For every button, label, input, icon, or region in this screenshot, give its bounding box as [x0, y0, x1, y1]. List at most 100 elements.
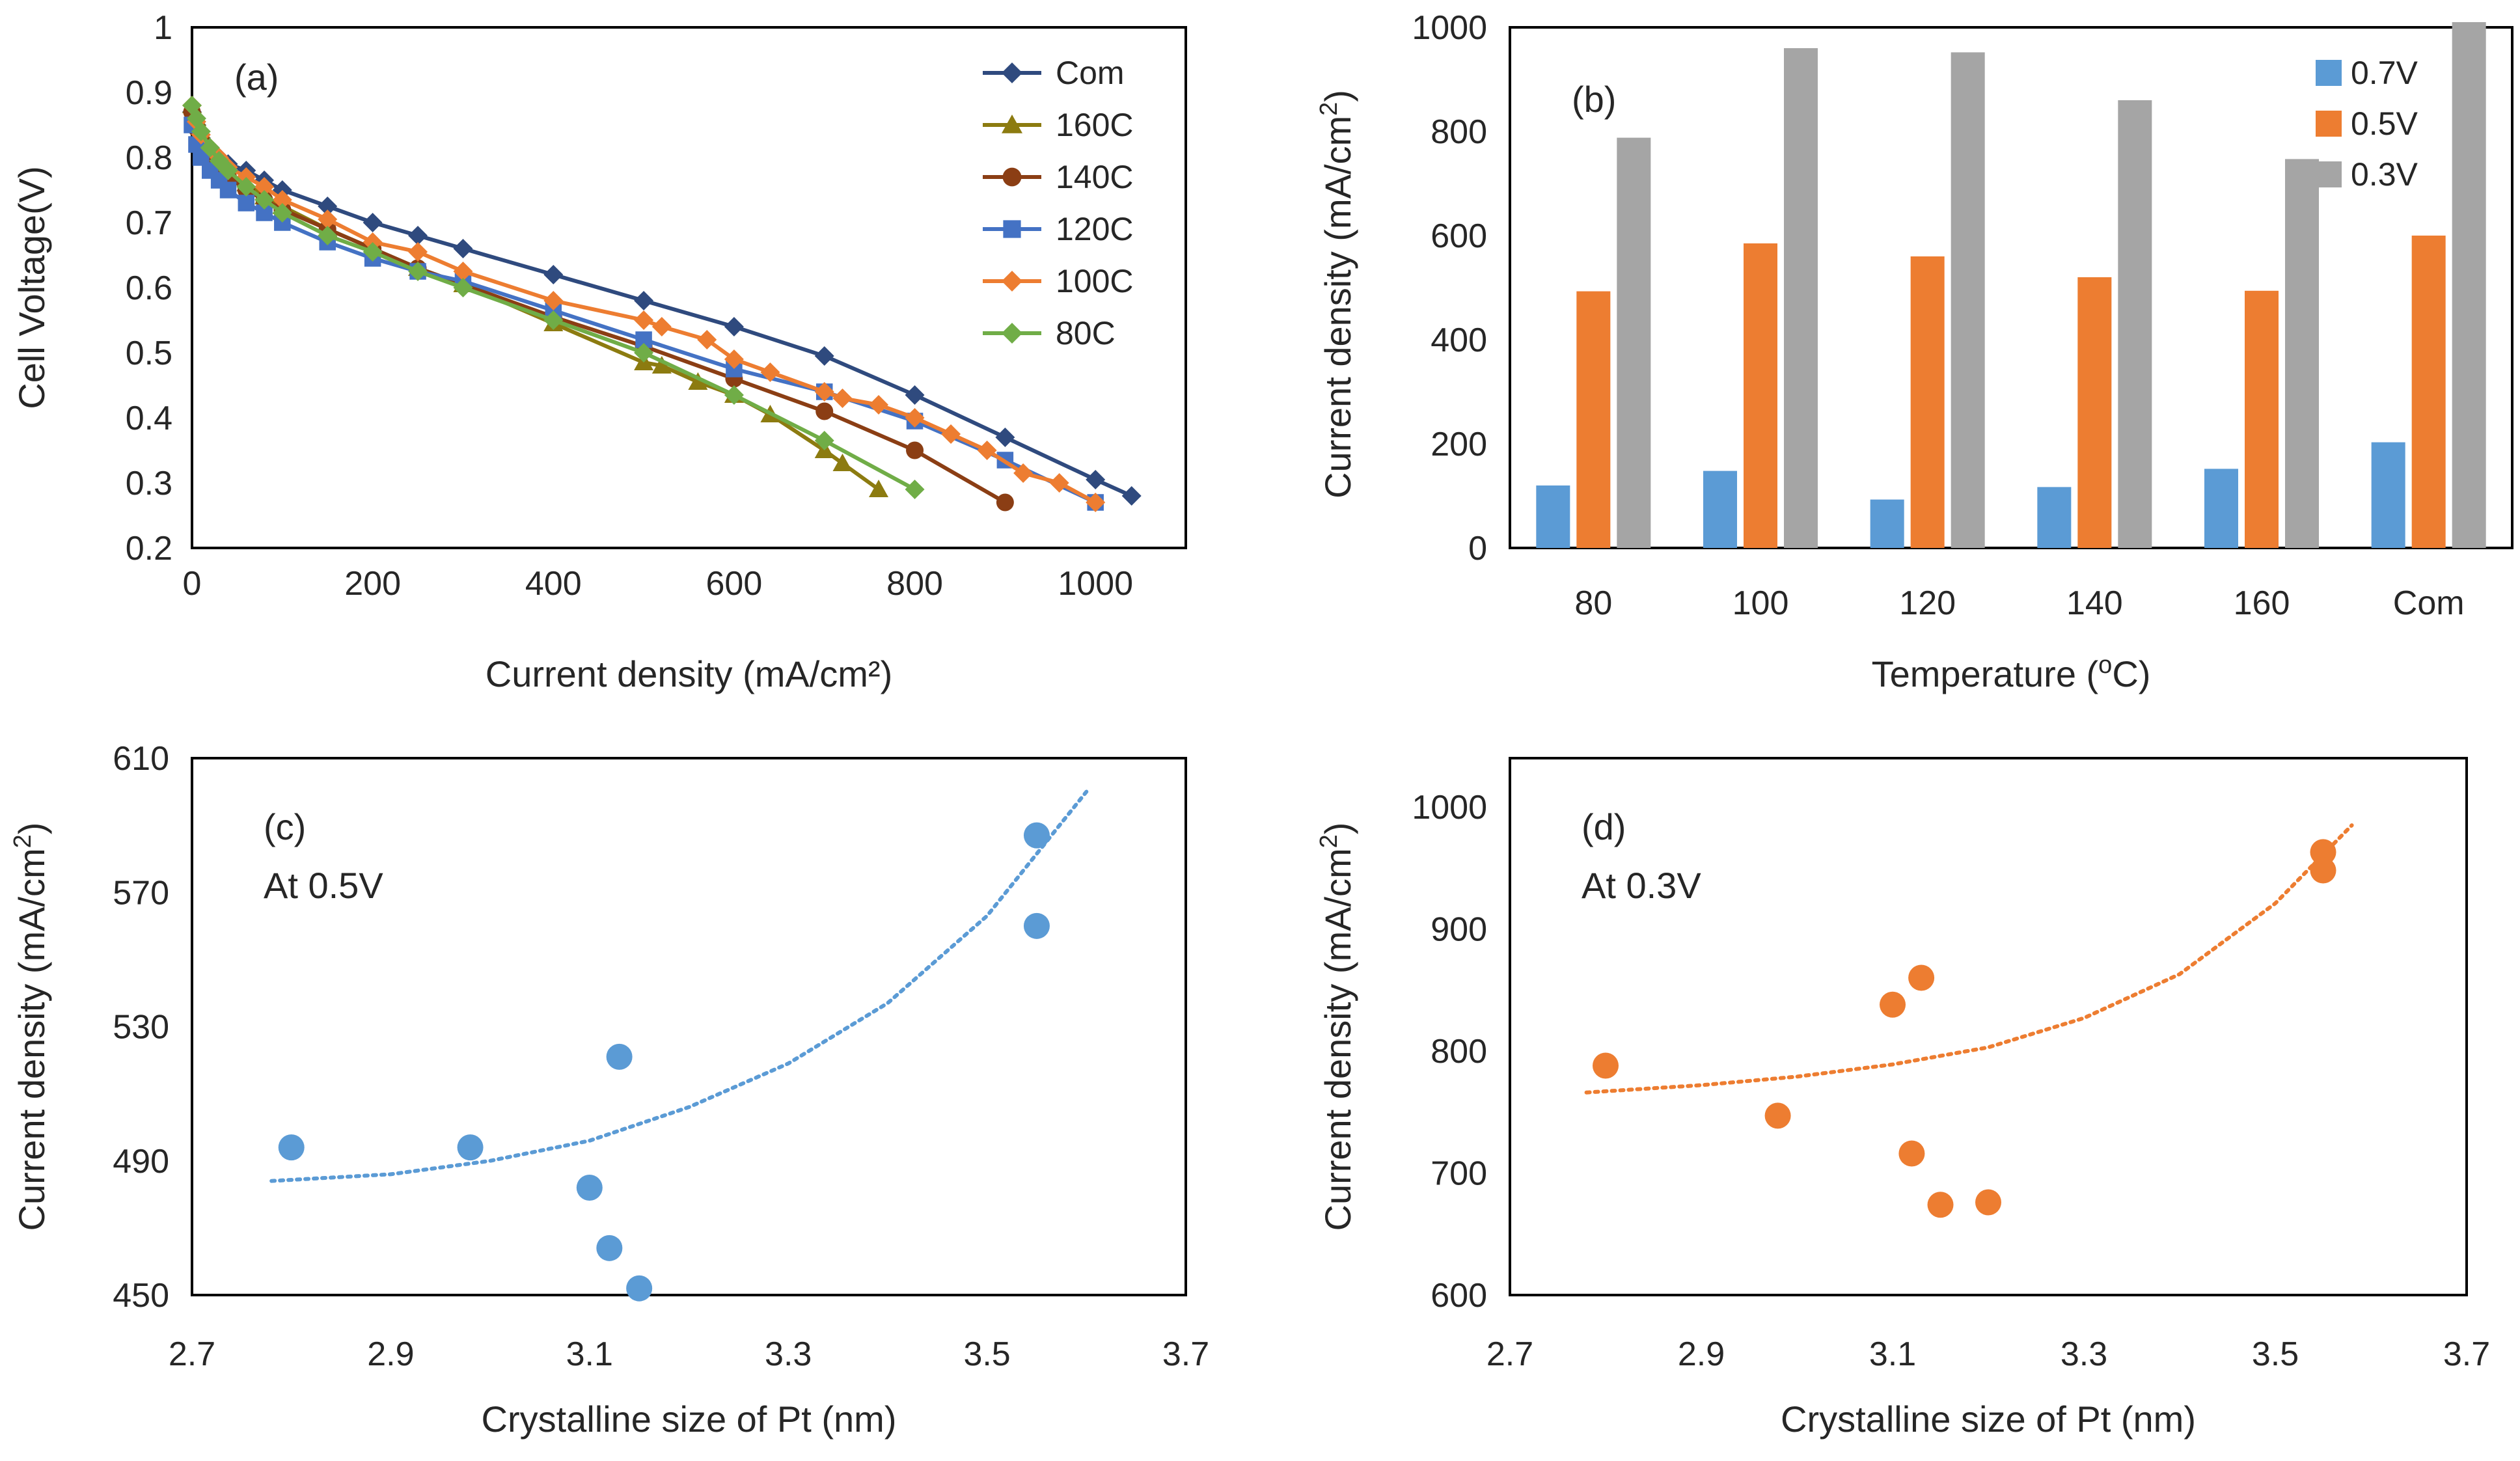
- legend-label: 0.3V: [2351, 156, 2418, 193]
- data-point-80C: [218, 161, 238, 180]
- data-point-Com: [363, 213, 383, 232]
- data-point: [1764, 1102, 1791, 1129]
- plot-frame: [191, 757, 1187, 1296]
- legend-marker-100C: [1002, 271, 1022, 292]
- y-tick-label: 610: [113, 740, 169, 778]
- data-point-100C: [1013, 463, 1034, 483]
- data-point-100C: [651, 317, 672, 336]
- y-tick-label: 570: [113, 874, 169, 912]
- y-tick-label: 490: [113, 1143, 169, 1181]
- y-tick-label: 1000: [1412, 789, 1487, 826]
- x-axis-title: Crystalline size of Pt (nm): [1781, 1399, 2196, 1440]
- x-tick-label: 0: [183, 565, 202, 603]
- data-point-100C: [869, 395, 889, 415]
- series-line-140C: [190, 111, 1006, 504]
- bar-0.7V-100: [1703, 471, 1737, 548]
- data-point-100C: [977, 441, 997, 460]
- data-point-100C: [760, 362, 780, 382]
- x-tick-label: 600: [706, 565, 763, 603]
- data-point-Com: [995, 428, 1015, 447]
- legend-marker-160C: [1002, 115, 1022, 133]
- data-point: [278, 1134, 305, 1161]
- data-point-100C: [272, 190, 292, 210]
- legend-marker-120C: [1003, 220, 1021, 238]
- legend-label: 0.7V: [2351, 55, 2418, 91]
- legend-swatch-0.7V: [2316, 60, 2342, 86]
- bar-0.7V-80: [1536, 485, 1570, 548]
- data-point-80C: [408, 262, 428, 281]
- bar-0.7V-Com: [2371, 442, 2405, 548]
- bar-0.7V-140: [2037, 487, 2072, 548]
- data-point: [606, 1043, 633, 1070]
- y-tick-label: 400: [1431, 321, 1487, 359]
- data-point-120C: [238, 195, 255, 212]
- y-tick-label: 0.8: [126, 139, 172, 177]
- panel-label: (d): [1582, 806, 1626, 847]
- legend-label: 100C: [1056, 263, 1134, 299]
- legend-label: 0.5V: [2351, 105, 2418, 142]
- bar-0.7V-120: [1870, 499, 1904, 548]
- data-point-120C: [219, 182, 237, 198]
- bar-0.5V-120: [1910, 256, 1945, 548]
- y-tick-label: 0.7: [126, 204, 172, 242]
- data-point-100C: [697, 330, 717, 349]
- trendline: [1584, 823, 2354, 1095]
- data-point-140C: [815, 402, 834, 420]
- legend-label: 140C: [1056, 159, 1134, 195]
- data-point-160C: [688, 372, 708, 390]
- y-tick-label: 0.5: [126, 335, 172, 372]
- panel-d-scatter-chart: 600 700 800 900 1000 2.7 2.9 3.1 3.3 3.5 3.7 Crysta…: [1315, 757, 2490, 1440]
- x-axis-title: Current density (mA/cm²): [486, 653, 892, 694]
- x-category-label: 160: [2234, 584, 2290, 622]
- x-tick-label: 2.9: [367, 1335, 414, 1373]
- data-point-100C: [1049, 473, 1069, 493]
- y-tick-label: 0.4: [126, 400, 172, 437]
- legend-label: Com: [1056, 55, 1125, 91]
- panel-a-line-chart: 0.2 0.3 0.4 0.5 0.6 0.7 0.8 0.9 1 0 200 400 600 800 10…: [11, 9, 1187, 694]
- x-tick-label: 2.7: [1486, 1335, 1533, 1373]
- data-point: [1593, 1052, 1619, 1079]
- data-point: [1023, 822, 1050, 849]
- data-point-100C: [832, 389, 853, 408]
- legend-label: 120C: [1056, 211, 1134, 247]
- data-point-Com: [814, 346, 834, 366]
- data-point-100C: [408, 242, 428, 262]
- bar-0.3V-160: [2285, 159, 2319, 548]
- data-point-100C: [724, 349, 744, 369]
- y-tick-label: 1000: [1412, 9, 1487, 47]
- data-point-80C: [272, 203, 292, 223]
- bar-0.3V-120: [1951, 52, 1985, 548]
- x-axis-title: Temperature (oC): [1872, 651, 2151, 694]
- data-point: [1023, 912, 1050, 939]
- y-axis-title: Current density (mA/cm2): [9, 823, 52, 1231]
- data-point-Com: [634, 291, 654, 310]
- x-tick-label: 3.1: [566, 1335, 613, 1373]
- data-point-100C: [814, 382, 834, 402]
- bar-0.3V-100: [1784, 48, 1818, 548]
- x-tick-label: 800: [886, 565, 943, 603]
- panel-label: (b): [1572, 79, 1616, 120]
- x-tick-label: 3.5: [963, 1335, 1010, 1373]
- y-tick-label: 0.9: [126, 74, 172, 112]
- data-point-Com: [543, 265, 564, 284]
- panel-b-bar-chart: 0 200 400 600 800 1000 80 100 120 140 160 Com Temper…: [1315, 9, 2513, 694]
- data-point-80C: [363, 242, 383, 262]
- data-point-80C: [254, 190, 275, 210]
- x-tick-label: 1000: [1058, 565, 1133, 603]
- data-point-100C: [254, 177, 275, 197]
- y-tick-label: 600: [1431, 1277, 1487, 1315]
- data-point-80C: [543, 310, 564, 330]
- data-point-Com: [408, 226, 428, 245]
- bar-0.3V-Com: [2452, 22, 2486, 548]
- bar-0.3V-140: [2118, 100, 2152, 548]
- y-tick-label: 530: [113, 1009, 169, 1046]
- data-point-80C: [318, 226, 338, 245]
- data-point-100C: [543, 291, 564, 310]
- y-tick-label: 1: [154, 9, 172, 47]
- data-point-160C: [651, 356, 672, 374]
- y-tick-label: 600: [1431, 217, 1487, 255]
- data-point: [1975, 1189, 2001, 1216]
- y-tick-label: 200: [1431, 426, 1487, 463]
- x-tick-label: 3.3: [765, 1335, 812, 1373]
- data-point: [626, 1275, 653, 1302]
